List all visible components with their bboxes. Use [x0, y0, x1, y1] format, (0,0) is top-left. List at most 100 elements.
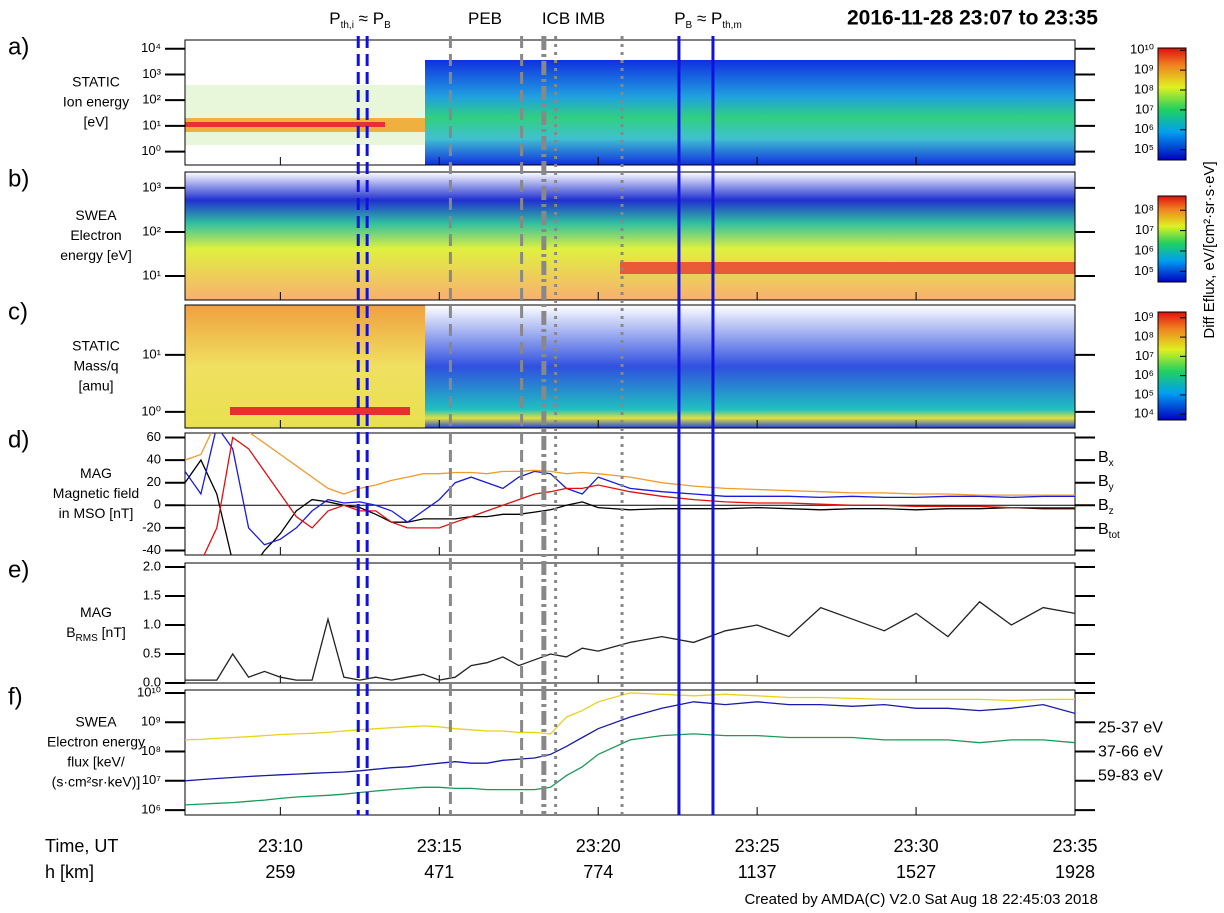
- text-part: in MSO [nT]: [59, 505, 134, 521]
- text-part: B: [1098, 497, 1109, 514]
- series-line: [185, 600, 1075, 681]
- colorbar-tick-label: 10⁶: [1134, 367, 1154, 382]
- y-tick-label: 10⁸: [141, 743, 161, 758]
- spectrogram-fill: [230, 407, 410, 415]
- panel-label: b): [8, 165, 29, 192]
- text-part: energy [eV]: [60, 247, 132, 263]
- text-part: IMB: [575, 9, 605, 28]
- spectrogram-fill: [185, 172, 1075, 300]
- y-tick-label: 10³: [142, 179, 161, 194]
- text-part: MAG: [80, 465, 112, 481]
- text-part: Electron: [70, 227, 121, 243]
- y-tick-label: 10¹⁰: [137, 684, 161, 699]
- series-line: [185, 433, 1075, 496]
- text-part: 37-66 eV: [1098, 744, 1163, 761]
- h-tick-label: 1527: [896, 862, 936, 882]
- text-part: P: [674, 9, 685, 28]
- y-axis-label: Mass/q: [73, 357, 118, 373]
- y-tick-label: 10⁶: [141, 802, 161, 817]
- y-axis-label: Ion energy: [63, 93, 129, 109]
- colorbar-tick-label: 10⁸: [1134, 329, 1154, 344]
- y-tick-label: 2.0: [143, 558, 161, 573]
- text-part: B: [66, 624, 75, 640]
- h-tick-label: 774: [583, 862, 613, 882]
- y-tick-label: -20: [142, 519, 161, 534]
- series-line: [185, 692, 1075, 741]
- marker-label: IMB: [575, 9, 605, 28]
- y-tick-label: 1.0: [143, 616, 161, 631]
- spectrogram-fill: [185, 85, 425, 145]
- text-part: z: [1109, 506, 1114, 517]
- y-axis-label: energy [eV]: [60, 247, 132, 263]
- colorbar-tick-label: 10⁵: [1134, 141, 1154, 156]
- y-tick-label: 10¹: [142, 267, 161, 282]
- legend-entry: 37-66 eV: [1098, 744, 1163, 761]
- panel-label: f): [8, 683, 23, 710]
- text-part: SWEA: [75, 713, 117, 729]
- y-axis-label: MAG: [80, 465, 112, 481]
- y-tick-label: 40: [147, 452, 161, 467]
- text-part: y: [1109, 482, 1114, 493]
- y-tick-label: 10⁴: [141, 40, 161, 55]
- colorbar-tick-label: 10⁴: [1134, 406, 1154, 421]
- y-tick-label: -40: [142, 542, 161, 557]
- colorbar-tick-label: 10⁷: [1135, 348, 1154, 363]
- text-part: 25-37 eV: [1098, 720, 1163, 737]
- colorbar-tick-label: 10⁸: [1134, 202, 1154, 217]
- text-part: ICB: [542, 9, 570, 28]
- y-axis-label: flux [keV/: [67, 753, 125, 769]
- y-axis-label: Electron: [70, 227, 121, 243]
- y-tick-label: 10⁰: [141, 143, 161, 158]
- marker-label: PB ≈ Pth,m: [674, 9, 742, 31]
- panel-label: a): [8, 33, 29, 60]
- colorbar-label: Diff Eflux, eV/[cm²·sr·s·eV]: [1201, 161, 1218, 338]
- text-part: STATIC: [72, 73, 120, 89]
- text-part: SWEA: [75, 207, 117, 223]
- y-axis-label: [eV]: [84, 113, 109, 129]
- spectrogram-fill: [620, 262, 1075, 274]
- h-tick-label: 1928: [1055, 862, 1095, 882]
- text-part: th,m: [722, 20, 741, 31]
- text-part: B: [384, 20, 391, 31]
- text-part: P: [329, 9, 340, 28]
- text-part: Mass/q: [73, 357, 118, 373]
- y-tick-label: 60: [147, 429, 161, 444]
- legend-entry: Bx: [1098, 449, 1114, 469]
- y-tick-label: 10²: [142, 223, 161, 238]
- panel-frame: [184, 562, 1076, 684]
- y-tick-label: 1.5: [143, 587, 161, 602]
- panel-frame: [184, 432, 1076, 556]
- panel-label: e): [8, 556, 29, 583]
- legend-entry: 59-83 eV: [1098, 768, 1163, 785]
- y-axis-label: Electron energy: [47, 733, 145, 749]
- y-axis-label: STATIC: [72, 337, 120, 353]
- series-line: [203, 436, 1075, 555]
- colorbar-tick-label: 10⁵: [1134, 386, 1154, 401]
- y-axis-label: [amu]: [78, 377, 113, 393]
- spectrogram-art: [185, 60, 1075, 428]
- y-axis-label: STATIC: [72, 73, 120, 89]
- colorbar-tick-label: 10⁵: [1134, 263, 1154, 278]
- text-part: ≈ P: [354, 9, 384, 28]
- y-axis-label: in MSO [nT]: [59, 505, 134, 521]
- text-part: Electron energy: [47, 733, 145, 749]
- text-part: MAG: [80, 604, 112, 620]
- colorbar-tick-label: 10⁶: [1134, 121, 1154, 136]
- y-tick-label: 10⁷: [142, 772, 161, 787]
- x-tick-label: 23:20: [576, 836, 621, 856]
- x-tick-label: 23:15: [417, 836, 462, 856]
- y-tick-label: 10³: [142, 66, 161, 81]
- colorbar-tick-label: 10⁹: [1134, 62, 1154, 77]
- y-tick-label: 10⁹: [141, 714, 161, 729]
- spectrogram-fill: [185, 122, 385, 127]
- text-part: B: [1098, 449, 1109, 466]
- x-tick-label: 23:35: [1052, 836, 1097, 856]
- series-line: [185, 701, 1075, 782]
- text-part: PEB: [468, 9, 502, 28]
- x-tick-label: 23:30: [894, 836, 939, 856]
- x-axis-label: Time, UT: [45, 836, 118, 856]
- colorbar-tick-label: 10⁸: [1134, 81, 1154, 96]
- colorbar: [1157, 195, 1187, 283]
- legend-entry: Btot: [1098, 521, 1120, 541]
- text-part: [amu]: [78, 377, 113, 393]
